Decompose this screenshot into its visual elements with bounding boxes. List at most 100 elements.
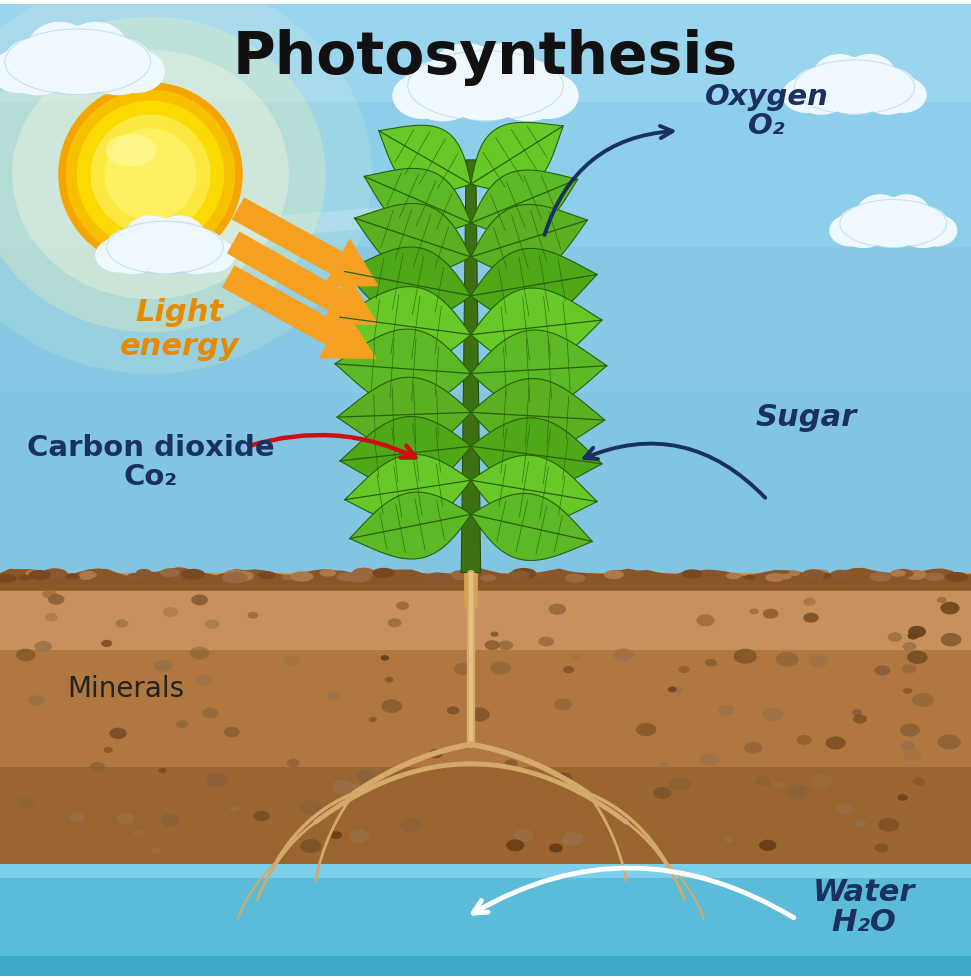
Ellipse shape — [843, 54, 896, 100]
Ellipse shape — [700, 753, 720, 765]
Ellipse shape — [636, 723, 656, 736]
Ellipse shape — [490, 631, 498, 637]
Polygon shape — [461, 160, 481, 572]
Polygon shape — [337, 377, 471, 452]
Ellipse shape — [904, 569, 926, 580]
Ellipse shape — [290, 571, 314, 582]
Circle shape — [105, 128, 196, 220]
Ellipse shape — [206, 772, 228, 787]
Ellipse shape — [101, 640, 113, 647]
Ellipse shape — [396, 602, 409, 610]
Text: Co₂: Co₂ — [123, 464, 178, 491]
Ellipse shape — [191, 595, 208, 606]
Ellipse shape — [896, 206, 950, 248]
Polygon shape — [471, 205, 587, 275]
Polygon shape — [323, 238, 379, 287]
Polygon shape — [5, 68, 151, 83]
Text: Photosynthesis: Photosynthesis — [233, 28, 738, 86]
Ellipse shape — [223, 569, 245, 579]
Ellipse shape — [127, 572, 144, 580]
Ellipse shape — [151, 847, 161, 854]
Ellipse shape — [129, 219, 201, 274]
Circle shape — [66, 89, 235, 260]
Ellipse shape — [95, 237, 142, 272]
Text: Oxygen: Oxygen — [705, 82, 829, 111]
Ellipse shape — [80, 574, 92, 580]
Ellipse shape — [614, 649, 634, 662]
Ellipse shape — [399, 817, 421, 832]
Polygon shape — [0, 956, 971, 975]
Ellipse shape — [776, 652, 798, 666]
Polygon shape — [471, 288, 602, 368]
Ellipse shape — [107, 49, 165, 93]
Ellipse shape — [18, 575, 31, 580]
Ellipse shape — [42, 568, 68, 580]
Ellipse shape — [357, 769, 377, 782]
Ellipse shape — [941, 633, 961, 647]
Polygon shape — [340, 416, 471, 490]
Ellipse shape — [28, 695, 45, 706]
Ellipse shape — [565, 573, 586, 583]
Ellipse shape — [17, 796, 36, 808]
Polygon shape — [471, 493, 592, 561]
Text: H₂O: H₂O — [832, 907, 896, 937]
Ellipse shape — [875, 665, 890, 675]
Ellipse shape — [836, 803, 854, 815]
Ellipse shape — [350, 830, 370, 843]
Ellipse shape — [860, 197, 926, 248]
Ellipse shape — [508, 570, 530, 580]
Polygon shape — [107, 252, 223, 265]
Ellipse shape — [818, 57, 891, 115]
Ellipse shape — [539, 637, 553, 647]
Ellipse shape — [796, 735, 812, 745]
Ellipse shape — [82, 37, 154, 95]
Ellipse shape — [330, 831, 342, 839]
Ellipse shape — [913, 777, 925, 786]
Ellipse shape — [352, 567, 375, 578]
Ellipse shape — [434, 573, 452, 581]
Ellipse shape — [682, 569, 699, 577]
Ellipse shape — [34, 641, 51, 652]
Ellipse shape — [563, 666, 574, 673]
Ellipse shape — [63, 22, 129, 77]
Ellipse shape — [854, 820, 866, 827]
Ellipse shape — [671, 687, 683, 694]
Ellipse shape — [299, 800, 321, 814]
Polygon shape — [340, 286, 471, 367]
Ellipse shape — [382, 700, 402, 712]
Ellipse shape — [802, 569, 825, 579]
Ellipse shape — [755, 776, 770, 786]
Ellipse shape — [447, 707, 459, 714]
Text: Carbon dioxide: Carbon dioxide — [26, 434, 275, 463]
Ellipse shape — [116, 619, 128, 628]
Polygon shape — [232, 197, 343, 273]
Ellipse shape — [168, 573, 184, 581]
Polygon shape — [0, 766, 971, 863]
Ellipse shape — [606, 570, 626, 579]
Ellipse shape — [759, 840, 777, 851]
Ellipse shape — [0, 17, 326, 332]
Ellipse shape — [511, 567, 537, 579]
Ellipse shape — [719, 705, 735, 715]
Ellipse shape — [253, 810, 270, 821]
Ellipse shape — [808, 655, 828, 667]
Ellipse shape — [856, 194, 904, 235]
Ellipse shape — [351, 783, 360, 789]
Ellipse shape — [811, 774, 833, 789]
Polygon shape — [408, 92, 563, 109]
Polygon shape — [471, 248, 597, 323]
Polygon shape — [471, 330, 607, 410]
Ellipse shape — [33, 25, 122, 95]
Ellipse shape — [787, 785, 809, 800]
Ellipse shape — [604, 570, 624, 579]
Ellipse shape — [160, 568, 180, 577]
Ellipse shape — [937, 597, 947, 603]
Ellipse shape — [765, 573, 785, 582]
Ellipse shape — [903, 688, 913, 694]
Ellipse shape — [110, 728, 127, 739]
Ellipse shape — [803, 598, 816, 606]
Ellipse shape — [222, 572, 248, 583]
Polygon shape — [350, 492, 471, 559]
Ellipse shape — [696, 614, 715, 626]
Ellipse shape — [0, 49, 49, 93]
